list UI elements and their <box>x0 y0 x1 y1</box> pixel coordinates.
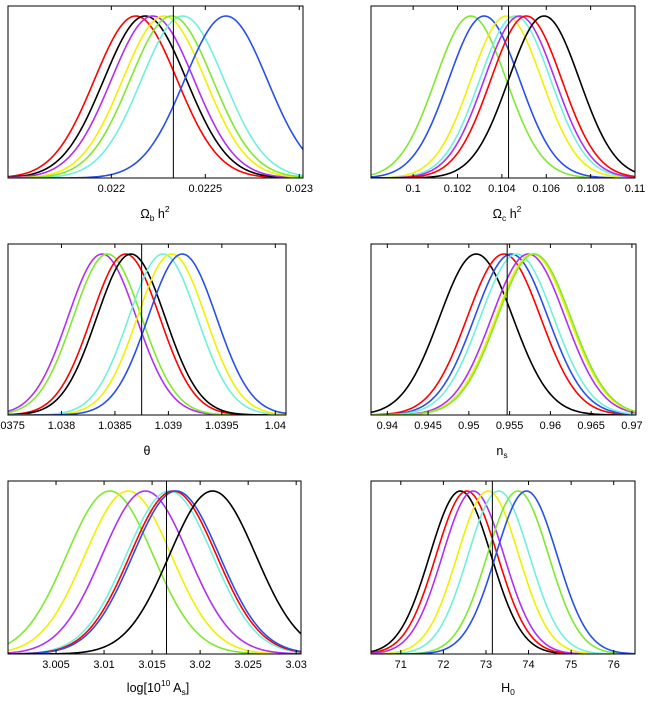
curve-green <box>8 490 301 654</box>
curves <box>8 490 301 654</box>
tick-label: 3.015 <box>138 659 166 671</box>
tick-label: 1.04 <box>265 420 286 432</box>
curve-black <box>371 253 636 415</box>
panel-5: 3.005 3.01 3.015 3.02 3.025 3.03 <box>7 480 307 671</box>
tick-label: 1.0375 <box>0 420 25 432</box>
curve-cyan <box>371 253 636 415</box>
xlabel-logAs: log[1010 As] <box>127 678 189 697</box>
tick-label: 1.0385 <box>98 420 132 432</box>
curve-magenta <box>8 490 301 654</box>
curve-red <box>371 15 635 178</box>
tick-label: 0.102 <box>444 183 472 195</box>
xlabel-theta: θ <box>144 444 151 458</box>
tick-label: 3.03 <box>285 659 306 671</box>
xlabel-logAs-text: log[1010 As] <box>127 678 189 697</box>
curves <box>371 490 635 654</box>
tick-label: 74 <box>522 659 534 671</box>
curve-cyan <box>371 490 635 654</box>
tick-label: 0.0225 <box>188 183 222 195</box>
tick-label: 73 <box>480 659 492 671</box>
curve-cyan <box>8 490 301 654</box>
plot-frame <box>370 480 636 655</box>
tick-label: 0.11 <box>625 183 646 195</box>
plot-frame <box>7 480 302 655</box>
curve-green <box>8 15 303 178</box>
tick-label: 0.108 <box>577 183 605 195</box>
curve-yellow <box>371 253 636 415</box>
curve-green <box>371 253 636 415</box>
xlabel-H0-text: H0 <box>501 681 515 697</box>
tick-label: 3.01 <box>93 659 114 671</box>
tick-label: 0.96 <box>540 420 561 432</box>
xlabel-H0: H0 <box>501 681 515 697</box>
tick-label: 0.106 <box>532 183 560 195</box>
plot-frame <box>370 243 637 416</box>
curve-magenta <box>8 15 303 178</box>
tick-label: 1.0395 <box>205 420 239 432</box>
tick-label: 3.02 <box>189 659 210 671</box>
xlabel-ns: ns <box>496 444 507 460</box>
curves <box>371 253 636 415</box>
panel-2: 0.1 0.102 0.104 0.106 0.108 0.11 <box>370 5 646 195</box>
tick-label: 1.038 <box>48 420 76 432</box>
curve-blue <box>371 253 636 415</box>
tick-label: 1.039 <box>155 420 183 432</box>
panel-3: 1.0375 1.038 1.0385 1.039 1.0395 1.04 <box>0 243 287 432</box>
curve-yellow <box>371 15 635 178</box>
curve-magenta <box>371 15 635 178</box>
tick-label: 75 <box>565 659 577 671</box>
curves <box>8 253 286 415</box>
xlabel-omega-c-text: Ωc h2 <box>493 204 522 223</box>
plot-frame <box>7 243 287 416</box>
curve-green <box>8 253 286 415</box>
curve-red <box>8 15 303 178</box>
tick-label: 76 <box>608 659 620 671</box>
tick-label: 72 <box>437 659 449 671</box>
tick-label: 3.025 <box>234 659 262 671</box>
curve-yellow <box>8 15 303 178</box>
xlabel-theta-text: θ <box>144 444 151 458</box>
curve-black <box>8 15 303 178</box>
curve-blue <box>8 490 301 654</box>
curve-magenta <box>371 253 636 415</box>
curve-red <box>371 253 636 415</box>
tick-label: 0.955 <box>496 420 524 432</box>
tick-label: 0.965 <box>577 420 605 432</box>
curve-red <box>8 490 301 654</box>
plot-frame <box>370 5 636 179</box>
tick-label: 0.022 <box>98 183 126 195</box>
curve-cyan <box>8 15 303 178</box>
panel-6: 71 72 73 74 75 76 <box>370 480 636 671</box>
xlabel-omega-b-text: Ωb h2 <box>140 204 170 223</box>
tick-label: 0.95 <box>458 420 479 432</box>
panel-1: 0.022 0.0225 0.023 <box>7 5 313 195</box>
curves <box>371 15 635 178</box>
tick-label: 0.97 <box>621 420 642 432</box>
plot-frame <box>7 5 304 179</box>
tick-label: 0.1 <box>406 183 421 195</box>
xlabel-omega-b: Ωb h2 <box>140 204 170 223</box>
tick-label: 0.023 <box>285 183 313 195</box>
tick-label: 0.94 <box>377 420 398 432</box>
tick-label: 3.005 <box>42 659 70 671</box>
curve-red <box>371 490 635 654</box>
curve-blue <box>8 15 303 178</box>
tick-label: 0.945 <box>414 420 442 432</box>
panel-4: 0.94 0.945 0.95 0.955 0.96 0.965 0.97 <box>370 243 643 432</box>
tick-label: 71 <box>395 659 407 671</box>
curve-yellow <box>8 490 301 654</box>
xlabel-ns-text: ns <box>496 444 507 460</box>
xlabel-omega-c: Ωc h2 <box>493 204 522 223</box>
curves <box>8 15 303 178</box>
curve-cyan <box>371 15 635 178</box>
tick-label: 0.104 <box>488 183 516 195</box>
